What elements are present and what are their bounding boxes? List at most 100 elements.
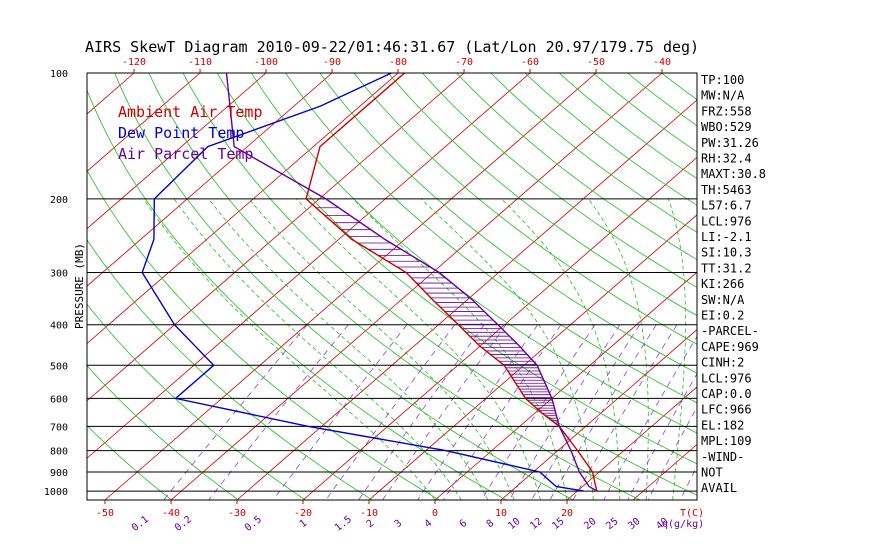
mixing-ratio-label: 2 xyxy=(365,518,377,530)
pressure-tick-label: 900 xyxy=(50,468,68,479)
moist-adiabat-line xyxy=(588,198,649,500)
index-item: LI:-2.1 xyxy=(701,230,752,244)
moist-adiabat-line xyxy=(501,198,621,500)
dry-adiabat-line xyxy=(182,73,697,496)
index-item: MW:N/A xyxy=(701,89,745,103)
dry-adiabat-line xyxy=(251,73,697,434)
index-item: CAP:0.0 xyxy=(701,387,752,401)
dewpoint-line xyxy=(141,73,584,492)
bottom-temp-tick-label: 20 xyxy=(561,508,573,519)
isotherm-line xyxy=(87,73,465,402)
mixing-ratio-line xyxy=(627,372,697,500)
mixing-ratio-label: 4 xyxy=(423,518,435,530)
pressure-tick-label: 600 xyxy=(50,394,68,405)
mixing-ratio-line xyxy=(443,324,562,500)
pressure-tick-label: 100 xyxy=(50,69,68,80)
index-item: -PARCEL- xyxy=(701,324,759,338)
top-temp-tick-label: -80 xyxy=(389,57,407,68)
pressure-tick-label: 1000 xyxy=(44,487,68,498)
dry-adiabat-line xyxy=(87,365,239,500)
top-temp-tick-label: -110 xyxy=(188,57,212,68)
profile-series xyxy=(141,73,598,492)
index-item: LCL:976 xyxy=(701,371,752,385)
plot-border xyxy=(86,72,698,501)
isotherm-line xyxy=(87,73,201,172)
top-temp-tick-label: -100 xyxy=(254,57,278,68)
bottom-temp-tick-label: -40 xyxy=(162,508,180,519)
mixing-ratio-line xyxy=(647,406,697,500)
pressure-tick-label: 700 xyxy=(50,422,68,433)
isotherm-line xyxy=(368,214,697,500)
moist-adiabat-line xyxy=(248,198,515,500)
isotherm-line xyxy=(87,73,333,287)
top-temp-tick-label: -60 xyxy=(521,57,539,68)
dry-adiabat-line xyxy=(456,73,697,261)
dry-adiabat-line xyxy=(87,239,373,500)
isotherm-line xyxy=(500,329,697,500)
pressure-tick-label: 300 xyxy=(50,269,68,280)
top-temp-tick-label: -50 xyxy=(587,57,605,68)
bottom-temp-tick-label: -20 xyxy=(294,508,312,519)
index-item: MPL:109 xyxy=(701,434,752,448)
index-item: -WIND- xyxy=(701,450,744,464)
legend: Ambient Air Temp Dew Point Temp Air Parcel… xyxy=(118,103,263,163)
isotherm-line xyxy=(87,73,531,459)
bottom-temp-unit-label: T(C) xyxy=(680,508,704,519)
dry-adiabat-line xyxy=(216,73,697,465)
index-item: WBO:529 xyxy=(701,120,752,134)
pressure-tick-label: 500 xyxy=(50,361,68,372)
mixing-ratio-line xyxy=(603,335,697,500)
pressure-tick-label: 400 xyxy=(50,321,68,332)
index-item: KI:266 xyxy=(701,277,744,291)
grid-lines xyxy=(87,73,697,500)
moist-adiabat-line xyxy=(668,198,686,500)
isotherm-line xyxy=(104,73,597,500)
dry-adiabat-line xyxy=(353,73,697,345)
moist-adiabat-line xyxy=(296,198,541,500)
dry-adiabat-line xyxy=(87,425,172,500)
index-item: L57:6.7 xyxy=(701,199,752,213)
dry-adiabat-line xyxy=(422,73,697,288)
mixing-ratio-label: 8 xyxy=(485,518,497,530)
dry-adiabat-line xyxy=(285,73,697,404)
index-item: LFC:966 xyxy=(701,403,752,417)
bottom-temp-tick-label: 10 xyxy=(495,508,507,519)
mixing-ratio-line xyxy=(325,324,456,500)
isotherm-line xyxy=(87,73,267,230)
dry-adiabat-line xyxy=(87,169,440,500)
isotherm-line xyxy=(434,271,697,500)
moist-adiabat-line xyxy=(143,198,436,500)
ambient-temp-line xyxy=(305,73,598,492)
moist-adiabat-line xyxy=(208,198,489,500)
isotherm-line xyxy=(170,73,663,500)
isotherm-line xyxy=(87,73,399,345)
dry-adiabat-line xyxy=(114,73,574,500)
mixing-ratio-unit-label: q(g/kg) xyxy=(662,519,704,530)
index-item: TP:100 xyxy=(701,73,744,87)
legend-entry: Dew Point Temp xyxy=(118,124,244,142)
index-item: RH:32.4 xyxy=(701,152,752,166)
axis-ticks: 1002003004005006007008009001000PRESSURE … xyxy=(44,57,704,534)
chart-title: AIRS SkewT Diagram 2010-09-22/01:46:31.6… xyxy=(85,38,699,56)
isotherm-line xyxy=(566,386,697,500)
index-item: PW:31.26 xyxy=(701,136,759,150)
index-item: FRZ:558 xyxy=(701,104,752,118)
index-item: MAXT:30.8 xyxy=(701,167,766,181)
index-item: CINH:2 xyxy=(701,356,744,370)
dry-adiabat-line xyxy=(87,303,306,500)
parcel-temp-line xyxy=(225,73,598,492)
index-item: TT:31.2 xyxy=(701,261,752,275)
top-temp-tick-label: -120 xyxy=(122,57,146,68)
index-item: EI:0.2 xyxy=(701,309,744,323)
dry-adiabat-line xyxy=(319,73,697,374)
index-item: TH:5463 xyxy=(701,183,752,197)
mixing-ratio-line xyxy=(417,324,539,500)
index-item: LCL:976 xyxy=(701,214,752,228)
index-item: CAPE:969 xyxy=(701,340,759,354)
moist-adiabat-line xyxy=(173,198,462,500)
mixing-ratio-line xyxy=(358,324,485,500)
index-item: AVAIL xyxy=(701,481,737,495)
bottom-temp-tick-label: -10 xyxy=(360,508,378,519)
y-axis-label: PRESSURE (MB) xyxy=(73,243,86,329)
